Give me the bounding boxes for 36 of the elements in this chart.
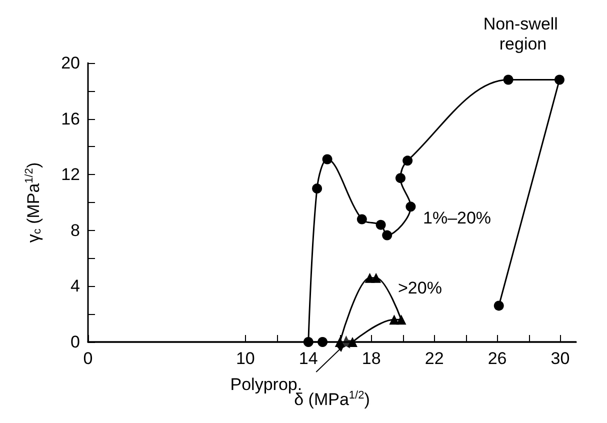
annotation: Polyprop. (230, 375, 302, 394)
point (395, 173, 406, 184)
y-tick-label: 4 (70, 276, 80, 296)
point (402, 156, 413, 166)
x-tick-label: 18 (362, 349, 381, 368)
point (389, 314, 400, 325)
point (503, 74, 514, 85)
text: Non-swell region (483, 14, 563, 54)
point (494, 300, 504, 311)
point (406, 202, 416, 212)
y-tick-label: 16 (61, 109, 80, 128)
point (312, 184, 322, 194)
x-tick-label: 30 (550, 349, 570, 368)
point (303, 337, 314, 347)
point (376, 220, 386, 230)
point (554, 74, 564, 85)
x-tick-label: 26 (488, 349, 507, 368)
y-tick-label: 12 (61, 165, 80, 184)
x-tick-label: 22 (424, 349, 444, 368)
point (322, 154, 332, 164)
point (318, 337, 328, 347)
point (347, 337, 358, 347)
x-tick-label: 0 (83, 349, 93, 368)
point (396, 314, 406, 325)
point (334, 337, 345, 347)
x-tick-label: 10 (236, 349, 255, 368)
y-tick-label: 20 (61, 54, 80, 72)
y-tick-label: 8 (70, 220, 80, 240)
y-axis-title: γc (MPa1/2) (24, 162, 44, 243)
annotation: 1%–20% (423, 208, 492, 228)
point (356, 214, 367, 224)
point (382, 230, 392, 240)
x-tick-label: 14 (298, 349, 318, 368)
annotation: >20% (398, 278, 442, 298)
y-tick-label: 0 (70, 332, 80, 352)
point (371, 272, 382, 283)
